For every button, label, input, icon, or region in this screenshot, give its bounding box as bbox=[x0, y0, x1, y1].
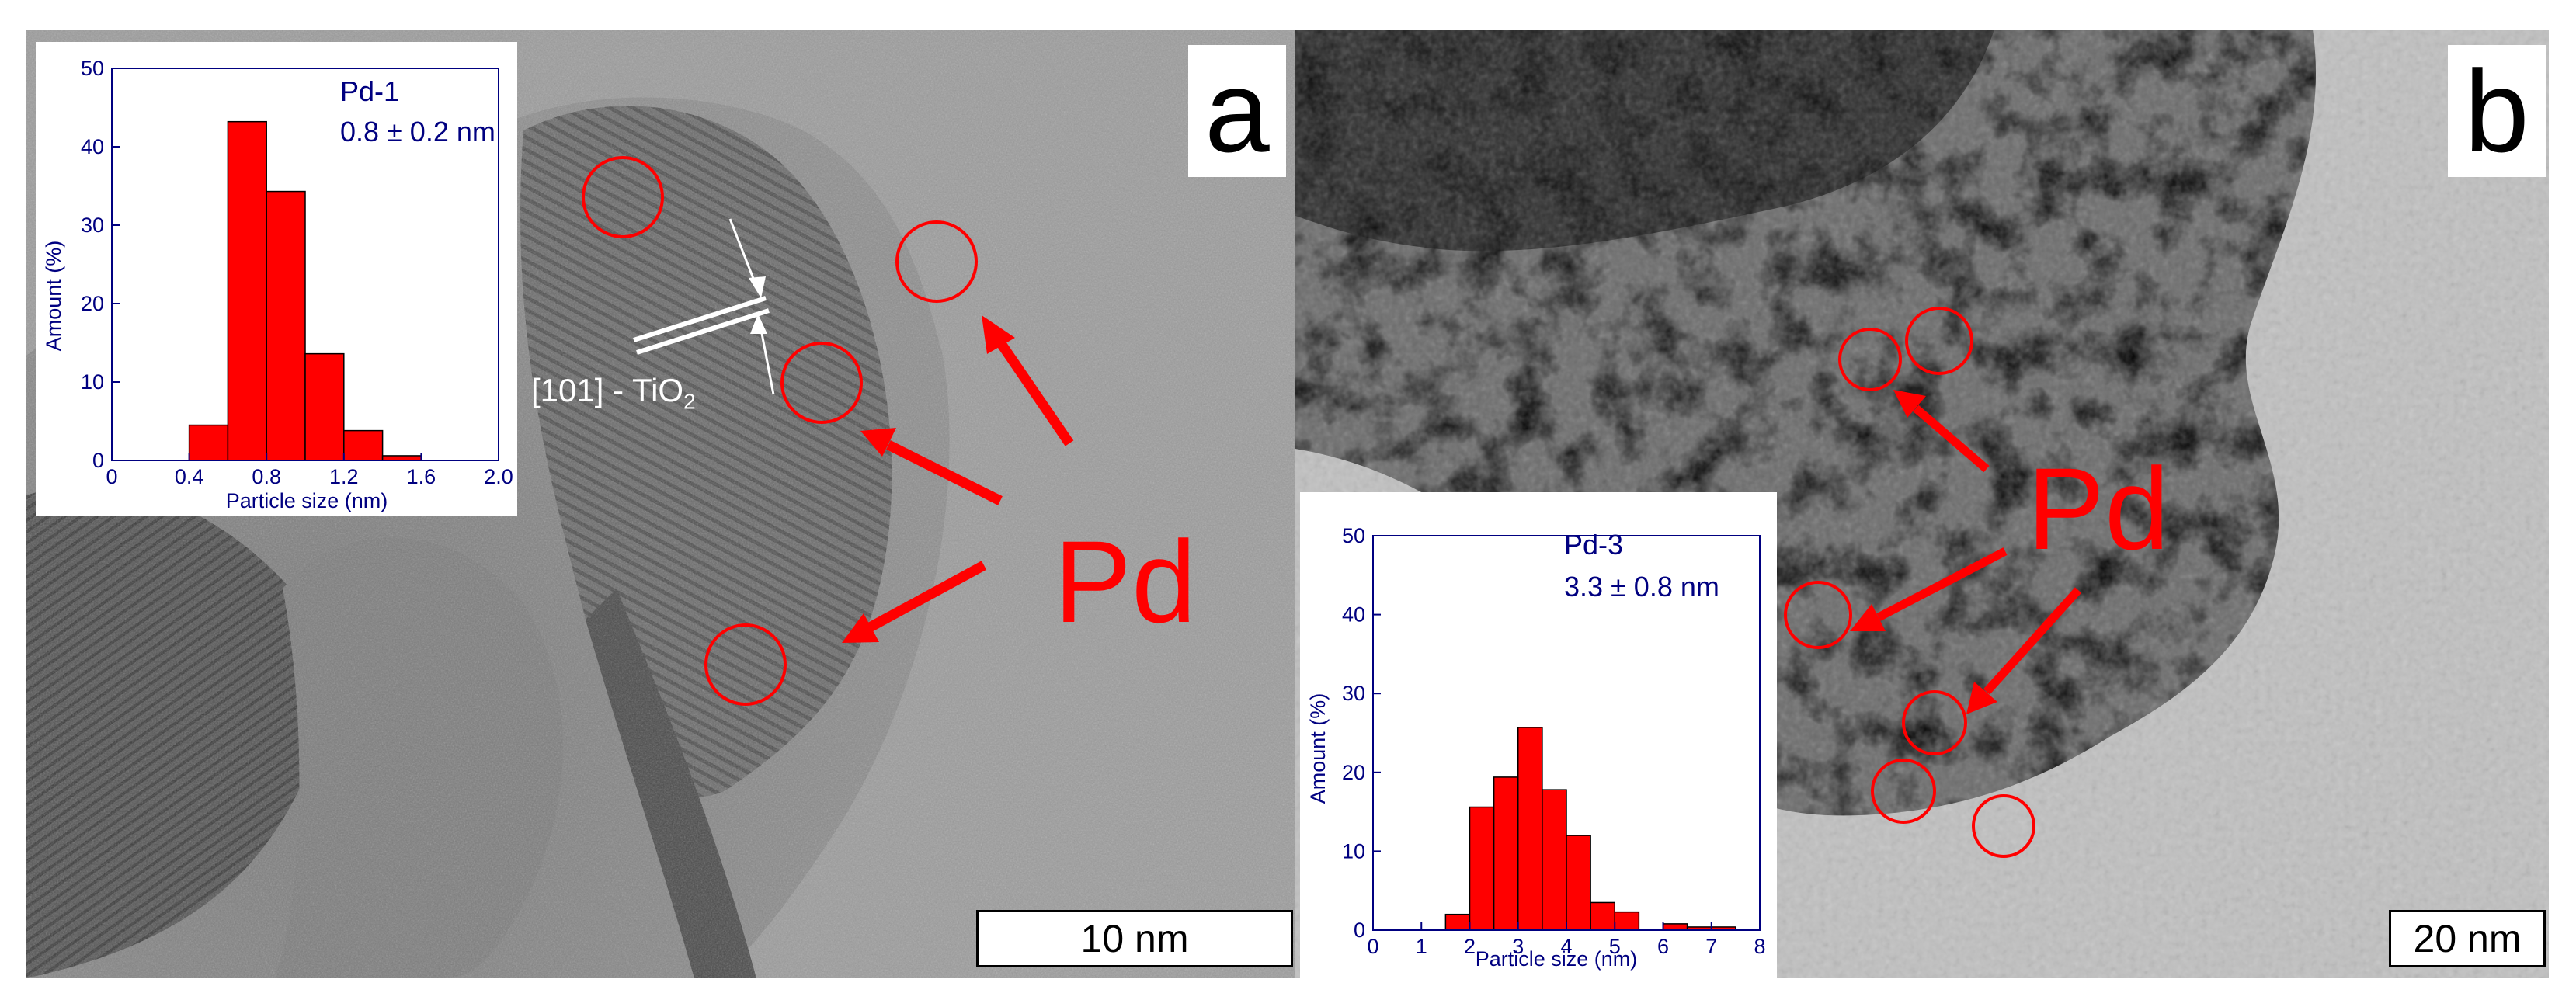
panel-letter: a bbox=[1188, 45, 1286, 177]
annotation-layer-a bbox=[582, 156, 1074, 706]
histogram-bar bbox=[1517, 727, 1543, 931]
histogram-inset-pd1: 0 0.4 0.8 1.2 1.6 2.0 0 10 20 30 40 50 Pd-1 0.8 ± 0… bbox=[36, 42, 517, 516]
x-tick-label: 1 bbox=[1416, 935, 1427, 958]
x-tick-label: 0 bbox=[1367, 935, 1378, 958]
pd-particle-marker bbox=[780, 342, 863, 424]
scale-bar: 20 nm bbox=[2389, 910, 2546, 967]
series-label: Pd-3 bbox=[1564, 529, 1623, 561]
pd-arrow bbox=[860, 428, 1003, 505]
histogram-bar bbox=[1493, 776, 1519, 931]
x-axis-label: Particle size (nm) bbox=[1476, 947, 1638, 971]
pd-arrow bbox=[1893, 390, 1990, 473]
x-tick-label: 3 bbox=[1512, 935, 1524, 958]
y-tick-label: 20 bbox=[1342, 761, 1365, 784]
pd-label: Pd bbox=[2027, 443, 2170, 574]
y-tick-label: 50 bbox=[1342, 524, 1365, 547]
histogram-bar bbox=[1590, 901, 1615, 931]
y-tick-label: 20 bbox=[81, 292, 104, 315]
lattice-plane-label: [101] - TiO2 bbox=[531, 372, 696, 414]
annotation-layer-b bbox=[1784, 307, 2082, 858]
x-tick-label: 2.0 bbox=[484, 465, 513, 488]
histogram-pd3: 0 1 2 3 4 5 6 7 8 0 10 20 30 40 50 Pd-3 3.3 ± 0.8 nm P… bbox=[1306, 524, 1766, 971]
pd-particle-marker bbox=[1902, 690, 1967, 755]
y-tick-label: 30 bbox=[1342, 682, 1365, 705]
tem-panel-a: [101] - TiO2 Pd a 10 nm 0 0.4 0.8 1.2 1.6 2.0… bbox=[26, 30, 1297, 978]
histogram-bar bbox=[188, 424, 229, 461]
histogram-inset-pd3: 0 1 2 3 4 5 6 7 8 0 10 20 30 40 50 Pd-3 3.3 ± 0.8 nm P… bbox=[1300, 492, 1777, 978]
x-tick-label: 7 bbox=[1705, 935, 1717, 958]
y-tick-label: 30 bbox=[81, 214, 104, 237]
pd-arrow bbox=[982, 315, 1074, 446]
x-tick-label: 4 bbox=[1560, 935, 1572, 958]
histogram-pd1: 0 0.4 0.8 1.2 1.6 2.0 0 10 20 30 40 50 Pd-1 0.8 ± 0… bbox=[42, 57, 513, 512]
plot-frame bbox=[111, 68, 499, 461]
histogram-bar bbox=[227, 120, 267, 461]
pd-particle-marker bbox=[582, 156, 664, 238]
histogram-bar bbox=[1542, 789, 1567, 931]
histogram-bar bbox=[1566, 835, 1591, 931]
pd-arrow bbox=[842, 561, 987, 643]
y-axis-label: Amount (%) bbox=[1306, 693, 1330, 804]
series-label: Pd-1 bbox=[340, 75, 399, 107]
histogram-bar bbox=[1662, 923, 1688, 931]
y-tick-label: 10 bbox=[1342, 839, 1365, 863]
x-tick-label: 1.2 bbox=[329, 465, 359, 488]
y-tick-label: 10 bbox=[81, 370, 104, 394]
tem-panel-b: Pd b 20 nm 0 1 2 3 4 5 6 7 8 0 10 20 30 40 50 Pd-3 3.3… bbox=[1295, 30, 2549, 978]
x-tick-label: 8 bbox=[1754, 935, 1765, 958]
pd-arrow bbox=[1966, 587, 2082, 714]
x-tick-label: 0.4 bbox=[175, 465, 204, 488]
pd-particle-marker bbox=[1905, 307, 1973, 375]
y-axis-label: Amount (%) bbox=[42, 241, 65, 352]
histogram-bar bbox=[1614, 911, 1640, 931]
pd-label: Pd bbox=[1054, 516, 1197, 647]
x-tick-label: 6 bbox=[1657, 935, 1669, 958]
y-tick-label: 40 bbox=[81, 135, 104, 158]
lattice-spacing-marker bbox=[633, 218, 775, 395]
histogram-bar bbox=[1469, 806, 1495, 931]
y-tick-label: 50 bbox=[81, 57, 104, 80]
histogram-bar bbox=[1444, 913, 1471, 931]
y-tick-label: 0 bbox=[1354, 918, 1365, 942]
histogram-bar bbox=[266, 190, 306, 461]
pd-particle-marker bbox=[1871, 759, 1936, 824]
x-tick-label: 0 bbox=[106, 465, 117, 488]
pd-particle-marker bbox=[1838, 328, 1902, 391]
x-axis-label: Particle size (nm) bbox=[226, 489, 388, 512]
pd-particle-marker bbox=[704, 623, 787, 706]
panel-letter: b bbox=[2448, 45, 2546, 177]
x-tick-label: 2 bbox=[1464, 935, 1476, 958]
pd-arrow bbox=[1850, 547, 2008, 631]
x-tick-label: 1.6 bbox=[407, 465, 436, 488]
pd-particle-marker bbox=[1972, 794, 2035, 858]
x-tick-label: 5 bbox=[1609, 935, 1621, 958]
histogram-bar bbox=[304, 352, 345, 461]
y-tick-label: 0 bbox=[92, 449, 104, 472]
size-stat-label: 0.8 ± 0.2 nm bbox=[340, 116, 495, 148]
scale-bar: 10 nm bbox=[976, 910, 1293, 967]
x-tick-label: 0.8 bbox=[252, 465, 281, 488]
pd-particle-marker bbox=[895, 220, 978, 303]
histogram-bar bbox=[343, 429, 384, 461]
y-tick-label: 40 bbox=[1342, 603, 1365, 627]
size-stat-label: 3.3 ± 0.8 nm bbox=[1564, 571, 1719, 602]
pd-particle-marker bbox=[1784, 581, 1852, 649]
